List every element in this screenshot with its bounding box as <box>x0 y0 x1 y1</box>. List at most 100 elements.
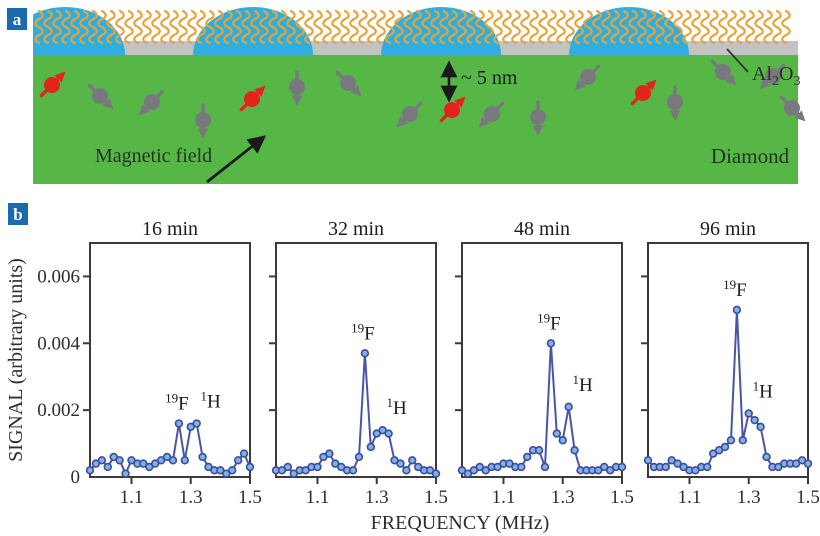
data-point-marker <box>517 462 526 472</box>
data-point-marker <box>661 462 670 472</box>
molecule-squiggle <box>628 9 638 45</box>
data-point-marker <box>325 449 334 458</box>
al2o3-label: Al2O3 <box>752 63 800 89</box>
chart-frame <box>647 242 809 478</box>
molecule-squiggle <box>565 9 575 45</box>
data-point-marker <box>756 422 765 432</box>
water-droplet <box>569 7 689 55</box>
x-tick-label: 1.3 <box>551 487 575 508</box>
f19-peak-label: 19F <box>537 310 561 334</box>
carbon-spin-icon <box>530 100 546 136</box>
molecule-squiggle <box>43 9 53 45</box>
data-point-marker <box>103 462 112 472</box>
molecule-squiggle <box>448 9 458 45</box>
chart-line <box>461 342 622 475</box>
subplot-title: 16 min <box>142 218 198 240</box>
molecule-squiggle <box>430 9 440 45</box>
molecule-squiggle <box>376 9 386 45</box>
data-point-marker <box>360 349 370 358</box>
data-point-marker <box>97 456 107 465</box>
molecule-squiggle <box>52 9 62 45</box>
molecule-squiggle <box>574 9 584 45</box>
molecule-squiggle <box>637 9 647 45</box>
carbon-spin-icon <box>779 95 806 122</box>
carbon-spin-icon <box>667 85 683 121</box>
molecule-squiggle <box>268 9 278 45</box>
x-axis-title: FREQUENCY (MHz) <box>371 512 550 534</box>
panel-a-diagram: Magnetic field ~ 5 nm Al2O3 Diamond a <box>7 7 806 184</box>
molecule-squiggle <box>664 9 674 45</box>
data-point-marker <box>558 436 567 445</box>
data-point-marker <box>366 442 376 452</box>
y-tick-label: 0 <box>71 467 81 488</box>
data-point-marker <box>313 462 322 472</box>
molecule-squiggle <box>277 9 287 45</box>
molecule-squiggle <box>583 9 593 45</box>
x-tick-label: 1.3 <box>737 487 761 508</box>
molecule-squiggle <box>178 9 188 45</box>
data-point-marker <box>750 415 759 425</box>
molecule-squiggle <box>61 9 71 45</box>
panel-b-badge <box>8 203 28 225</box>
chart-frame <box>275 242 437 478</box>
molecule-squiggle <box>547 9 557 45</box>
molecule-squiggle <box>106 9 116 45</box>
data-point-marker <box>617 462 627 472</box>
nuclear-spins <box>39 59 806 139</box>
carbon-spin-icon <box>396 101 423 128</box>
data-point-marker <box>522 452 532 462</box>
x-tick-label: 1.5 <box>238 487 262 508</box>
molecule-squiggle <box>358 9 368 45</box>
data-point-marker <box>431 469 441 478</box>
molecule-squiggle <box>457 9 467 45</box>
molecule-squiggle <box>745 9 755 45</box>
x-tick-label: 1.1 <box>120 487 144 508</box>
x-tick-label: 1.5 <box>424 487 448 508</box>
depth-label: ~ 5 nm <box>461 67 518 89</box>
carbon-spin-icon <box>478 101 505 128</box>
molecule-squiggle <box>169 9 179 45</box>
molecule-squiggle <box>475 9 485 45</box>
data-point-marker <box>703 462 712 472</box>
molecule-squiggle <box>142 9 152 45</box>
data-point-marker <box>121 469 130 478</box>
data-point-marker <box>233 456 243 465</box>
x-tick-label: 1.1 <box>492 487 516 508</box>
molecule-squiggle <box>403 9 413 45</box>
data-point-marker <box>643 456 653 465</box>
magnetic-field-arrow <box>206 135 267 184</box>
molecule-squiggle <box>133 9 143 45</box>
chart-line <box>89 422 251 475</box>
molecule-squiggle <box>511 9 521 45</box>
molecule-squiggle <box>286 9 296 45</box>
x-tick-label: 1.3 <box>365 487 389 508</box>
chart-subplot: 48 min 1.1 1.3 1.5 19F 1H <box>455 218 634 508</box>
x-tick-label: 1.1 <box>306 487 330 508</box>
molecule-squiggle <box>556 9 566 45</box>
molecule-squiggle <box>367 9 377 45</box>
data-point-marker <box>168 456 178 465</box>
molecule-squiggle <box>223 9 233 45</box>
subplot-title: 32 min <box>328 218 384 240</box>
data-point-marker <box>534 446 544 455</box>
panel-b-badge-letter: b <box>13 205 22 224</box>
panel-a-badge-letter: a <box>13 10 22 29</box>
molecule-squiggle <box>520 9 530 45</box>
molecule-squiggle <box>439 9 449 45</box>
data-point-marker <box>564 402 573 412</box>
carbon-spin-icon <box>87 83 114 110</box>
molecule-squiggle <box>538 9 548 45</box>
molecule-squiggle <box>682 9 692 45</box>
chart-subplot: 32 min 1.1 1.3 1.5 19F 1H <box>269 218 448 508</box>
molecule-squiggle <box>259 9 269 45</box>
data-point-marker <box>744 409 753 418</box>
data-point-marker <box>228 466 237 475</box>
molecule-squiggle <box>394 9 404 45</box>
data-point-marker <box>180 456 190 465</box>
molecule-squiggle <box>502 9 512 45</box>
molecule-squiggle <box>763 9 773 45</box>
h1-peak-label: 1H <box>387 395 408 419</box>
carbon-spin-icon <box>710 59 737 86</box>
molecule-squiggle <box>322 9 332 45</box>
